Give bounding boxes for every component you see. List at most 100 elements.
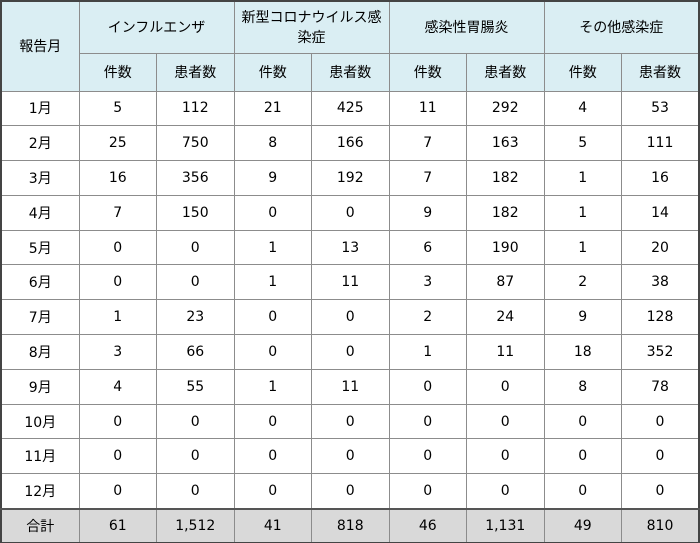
cell: 0 xyxy=(156,264,235,301)
cell: 0 xyxy=(466,368,545,405)
row-label-header: 報告月 xyxy=(0,0,80,92)
cell: 3 xyxy=(78,334,157,370)
cell: 0 xyxy=(78,473,157,510)
cell: 1 xyxy=(543,194,622,231)
cell: 0 xyxy=(388,368,467,405)
cell: 1 xyxy=(233,368,312,405)
cell: 0 xyxy=(156,473,235,510)
cell: 14 xyxy=(621,194,700,231)
cell: 0 xyxy=(233,194,312,231)
row-label: 8月 xyxy=(0,334,80,370)
table-header: 報告月 インフルエンザ 新型コロナウイルス感染症 感染性胃腸炎 その他感染症 件数 患者… xyxy=(0,0,700,92)
cell: 2 xyxy=(543,264,622,301)
cell: 8 xyxy=(233,125,312,162)
cell: 9 xyxy=(233,160,312,196)
cell: 1 xyxy=(233,264,312,301)
cell: 0 xyxy=(233,403,312,440)
cell: 1,512 xyxy=(156,507,235,543)
cell: 0 xyxy=(543,403,622,440)
cell: 0 xyxy=(466,438,545,475)
cell: 66 xyxy=(156,334,235,370)
row-label: 3月 xyxy=(0,160,80,196)
row-label: 12月 xyxy=(0,473,80,510)
cell: 0 xyxy=(78,403,157,440)
cell: 0 xyxy=(78,264,157,301)
cell: 0 xyxy=(543,438,622,475)
cell: 1 xyxy=(388,334,467,370)
cell: 111 xyxy=(621,125,700,162)
cell: 61 xyxy=(78,507,157,543)
cell: 0 xyxy=(311,334,390,370)
subcolumn-header: 件数 xyxy=(543,52,622,92)
group-header: その他感染症 xyxy=(543,0,700,54)
cell: 9 xyxy=(388,194,467,231)
cell: 1 xyxy=(543,160,622,196)
cell: 11 xyxy=(466,334,545,370)
cell: 1 xyxy=(78,299,157,336)
cell: 21 xyxy=(233,90,312,127)
cell: 4 xyxy=(78,368,157,405)
row-label: 2月 xyxy=(0,125,80,162)
cell: 163 xyxy=(466,125,545,162)
cell: 0 xyxy=(311,403,390,440)
cell: 292 xyxy=(466,90,545,127)
cell: 190 xyxy=(466,229,545,266)
cell: 356 xyxy=(156,160,235,196)
cell: 55 xyxy=(156,368,235,405)
row-label: 9月 xyxy=(0,368,80,405)
cell: 87 xyxy=(466,264,545,301)
cell: 11 xyxy=(388,90,467,127)
cell: 25 xyxy=(78,125,157,162)
cell: 0 xyxy=(388,403,467,440)
cell: 0 xyxy=(156,403,235,440)
data-row: 8月 3 66 0 0 1 11 18 352 xyxy=(0,334,700,370)
cell: 112 xyxy=(156,90,235,127)
cell: 182 xyxy=(466,160,545,196)
table-body: 1月 5 112 21 425 11 292 4 53 2月 25 750 8 166 7 163 5 111 3月… xyxy=(0,90,700,543)
subcolumn-header: 件数 xyxy=(78,52,157,92)
group-header: 感染性胃腸炎 xyxy=(388,0,545,54)
cell: 24 xyxy=(466,299,545,336)
cell: 182 xyxy=(466,194,545,231)
cell: 3 xyxy=(388,264,467,301)
cell: 0 xyxy=(233,473,312,510)
subcolumn-header: 患者数 xyxy=(156,52,235,92)
cell: 0 xyxy=(156,229,235,266)
cell: 7 xyxy=(388,160,467,196)
subcolumn-header: 患者数 xyxy=(311,52,390,92)
cell: 818 xyxy=(311,507,390,543)
data-row: 5月 0 0 1 13 6 190 1 20 xyxy=(0,229,700,266)
cell: 0 xyxy=(621,403,700,440)
cell: 53 xyxy=(621,90,700,127)
data-row: 11月 0 0 0 0 0 0 0 0 xyxy=(0,438,700,475)
cell: 5 xyxy=(543,125,622,162)
cell: 128 xyxy=(621,299,700,336)
data-row: 2月 25 750 8 166 7 163 5 111 xyxy=(0,125,700,162)
cell: 11 xyxy=(311,368,390,405)
cell: 4 xyxy=(543,90,622,127)
data-row: 12月 0 0 0 0 0 0 0 0 xyxy=(0,473,700,510)
cell: 7 xyxy=(78,194,157,231)
cell: 0 xyxy=(156,438,235,475)
cell: 0 xyxy=(233,334,312,370)
row-label: 7月 xyxy=(0,299,80,336)
cell: 0 xyxy=(466,403,545,440)
subheader-row: 件数 患者数 件数 患者数 件数 患者数 件数 患者数 xyxy=(1,52,700,92)
cell: 6 xyxy=(388,229,467,266)
cell: 5 xyxy=(78,90,157,127)
cell: 0 xyxy=(311,473,390,510)
cell: 0 xyxy=(388,438,467,475)
cell: 13 xyxy=(311,229,390,266)
cell: 11 xyxy=(311,264,390,301)
cell: 49 xyxy=(543,507,622,543)
cell: 352 xyxy=(621,334,700,370)
row-label: 1月 xyxy=(0,90,80,127)
cell: 7 xyxy=(388,125,467,162)
cell: 38 xyxy=(621,264,700,301)
cell: 20 xyxy=(621,229,700,266)
row-label: 合計 xyxy=(0,507,80,543)
subcolumn-header: 件数 xyxy=(388,52,467,92)
data-row: 6月 0 0 1 11 3 87 2 38 xyxy=(0,264,700,301)
